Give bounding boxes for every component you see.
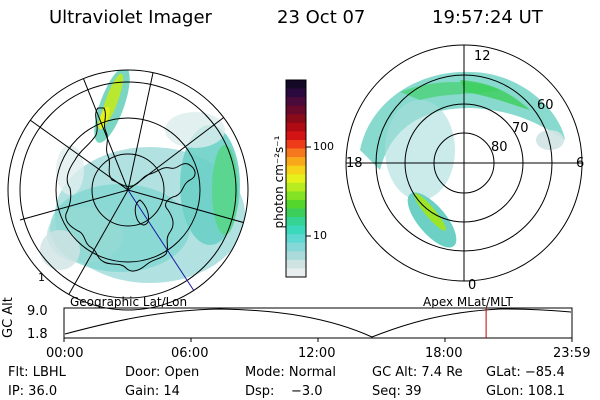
colorbar-segment xyxy=(286,139,306,150)
info-seq: Seq: 39 xyxy=(372,384,422,399)
app-title: Ultraviolet Imager xyxy=(49,7,212,28)
timeline-ylabel: GC Alt xyxy=(1,297,16,338)
timeline-tick-label: 06:00 xyxy=(171,346,209,361)
colorbar-segment xyxy=(286,268,306,278)
lat-circle xyxy=(19,81,237,299)
timeline-tick-label: 12:00 xyxy=(298,346,336,361)
colorbar-segment xyxy=(286,199,306,209)
left-map-caption: Geographic Lat/Lon xyxy=(70,295,188,309)
mlt-label-12: 12 xyxy=(474,49,491,64)
colorbar-segment xyxy=(286,242,306,252)
colorbar-segment xyxy=(286,208,306,218)
mlt-label-0: 0 xyxy=(468,278,477,293)
colorbar-segment xyxy=(286,88,306,98)
aurora-emission-left xyxy=(40,70,245,283)
info-gain: Gain: 14 xyxy=(125,384,180,399)
info-ip: IP: 36.0 xyxy=(8,384,58,399)
lat-circle xyxy=(55,117,201,263)
colorbar-segment xyxy=(286,182,306,192)
timeline-tick-label: 00:00 xyxy=(46,346,84,361)
colorbar-segment xyxy=(286,251,306,261)
colorbar-segment xyxy=(286,157,306,167)
colorbar-segment xyxy=(286,131,306,141)
mlat-label-60: 60 xyxy=(537,98,554,113)
info-door: Door: Open xyxy=(125,365,200,380)
left-map-border xyxy=(7,69,249,311)
aurora-emission-right xyxy=(360,71,565,248)
colorbar-segment xyxy=(286,217,306,227)
info-mode: Mode: Normal xyxy=(245,365,336,380)
coastline xyxy=(65,107,196,272)
timeline-tick-label: 23:59 xyxy=(553,346,591,361)
colorbar-segment xyxy=(286,174,306,184)
altitude-curve xyxy=(64,308,572,338)
info-glon: GLon: 108.1 xyxy=(486,384,566,399)
info-filter: Flt: LBHL xyxy=(8,365,66,380)
right-map-caption: Apex MLat/MLT xyxy=(423,295,513,309)
colorbar-segment xyxy=(286,97,306,107)
colorbar-segment xyxy=(286,114,306,124)
mlt-label-18: 18 xyxy=(346,156,363,171)
lat-circle xyxy=(91,153,165,227)
left-map-corner-label: 1 xyxy=(38,271,45,284)
colorbar-segment xyxy=(286,80,306,90)
meridian-line xyxy=(29,119,129,191)
colorbar-segment xyxy=(286,105,306,115)
colorbar-segment xyxy=(286,165,306,175)
colorbar-tick-100: 100 xyxy=(313,140,334,153)
colorbar-segment xyxy=(286,225,306,235)
timeline-frame xyxy=(63,307,573,339)
timeline-tick-label: 18:00 xyxy=(425,346,463,361)
meridian-line xyxy=(19,189,129,221)
header-time: 19:57:24 UT xyxy=(432,7,543,28)
colorbar-segment xyxy=(286,234,306,244)
timeline-y-low: 1.8 xyxy=(27,327,48,342)
colorbar-segment xyxy=(286,148,306,158)
meridian-line xyxy=(59,70,129,191)
meridian-line xyxy=(127,70,161,191)
info-gc-alt: GC Alt: 7.4 Re xyxy=(372,365,463,380)
highlight-meridian xyxy=(127,189,201,301)
info-glat: GLat: −85.4 xyxy=(486,365,565,380)
timeline-y-high: 9.0 xyxy=(27,304,48,319)
header-date: 23 Oct 07 xyxy=(277,7,366,28)
colorbar-segment xyxy=(286,191,306,201)
info-dsp: Dsp: −3.0 xyxy=(245,384,323,399)
colorbar-segment xyxy=(286,122,306,132)
coastline-island xyxy=(134,199,149,226)
colorbar-segment xyxy=(286,259,306,269)
mlt-label-6: 6 xyxy=(576,156,585,171)
mlat-label-80: 80 xyxy=(491,140,508,155)
colorbar-tick-10: 10 xyxy=(313,229,327,242)
mlat-label-70: 70 xyxy=(512,121,529,136)
